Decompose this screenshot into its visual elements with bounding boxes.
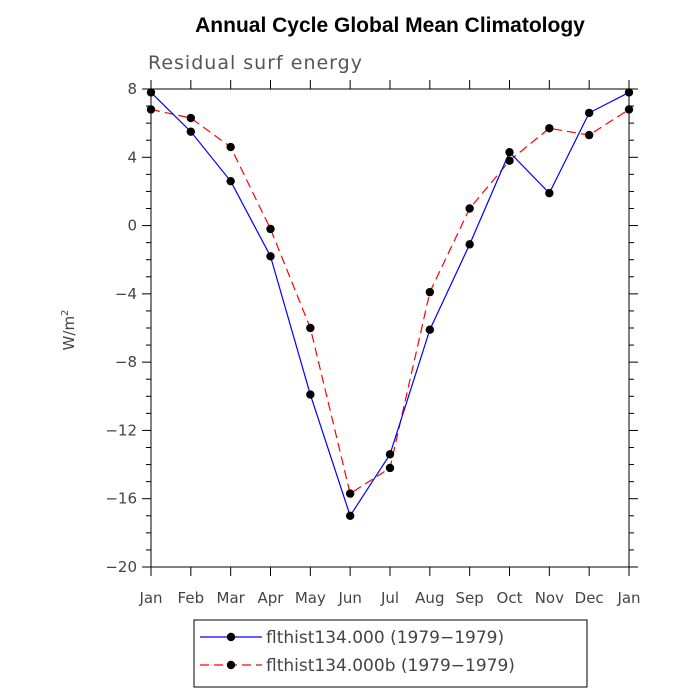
data-point-series-2: [226, 142, 235, 152]
data-point-series-1: [345, 511, 355, 520]
y-tick-label: −20: [105, 558, 137, 576]
data-point-series-1: [465, 240, 474, 249]
y-tick-label: −8: [115, 353, 137, 371]
data-point-series-2: [505, 156, 514, 165]
series-layer: [146, 88, 634, 520]
y-tick-label: −12: [105, 421, 137, 439]
data-point-series-2: [345, 489, 355, 498]
x-tick-label: Jul: [380, 589, 399, 607]
data-point-series-1: [584, 108, 594, 118]
data-point-series-1: [385, 450, 395, 459]
data-point-series-2: [425, 287, 435, 297]
y-axis-label-superscript: 2: [60, 310, 71, 316]
plot-frame: [150, 88, 630, 568]
data-point-series-2: [266, 224, 275, 234]
y-axis-label-base: W/m: [60, 316, 78, 351]
x-tick-label: Jun: [337, 589, 361, 607]
x-tick-label: Aug: [415, 589, 444, 607]
chart-subtitle: Residual surf energy: [148, 52, 363, 74]
data-point-series-2: [465, 204, 474, 213]
data-point-series-2: [545, 124, 554, 133]
data-point-series-1: [266, 252, 275, 261]
x-tick-label: Mar: [217, 589, 246, 607]
data-point-series-1: [186, 127, 196, 136]
data-point-series-2: [584, 130, 594, 140]
y-tick-label: −4: [115, 285, 137, 303]
x-tick-labels: Jan Feb Mar Apr May Jun Jul Aug Sep Oct Nov Dec Jan: [138, 589, 640, 607]
x-tick-label: May: [295, 589, 326, 607]
data-point-series-2: [186, 113, 196, 123]
legend-box: [193, 619, 588, 688]
legend-marker-2: [226, 660, 236, 670]
x-tick-label: Dec: [575, 589, 604, 607]
y-axis-label: W/m2: [60, 310, 78, 351]
x-tick-label: Feb: [178, 589, 205, 607]
y-tick-label: 8: [127, 80, 137, 98]
data-point-series-2: [385, 463, 395, 473]
data-point-series-1: [505, 147, 514, 157]
data-point-series-1: [425, 325, 435, 334]
legend-marker-1: [226, 632, 236, 642]
x-tick-label: Oct: [497, 589, 523, 607]
data-point-series-2: [306, 323, 315, 333]
data-point-series-1: [226, 176, 235, 186]
data-point-series-1: [306, 390, 315, 399]
x-tick-label: Nov: [535, 589, 564, 607]
y-tick-label: −16: [105, 490, 137, 508]
y-tick-labels: −20 −16 −12 −8 −4 0 4 8: [105, 80, 137, 576]
axis-ticks: [142, 80, 638, 576]
x-tick-label: Jan: [616, 589, 640, 607]
x-tick-label: Jan: [138, 589, 162, 607]
legend-label-1: flthist134.000 (1979−1979): [266, 628, 504, 648]
y-tick-label: 4: [127, 148, 137, 166]
chart-title: Annual Cycle Global Mean Climatology: [195, 14, 585, 37]
series-line-2: [150, 108, 630, 495]
data-point-series-1: [545, 188, 554, 198]
x-tick-label: Apr: [258, 589, 285, 607]
y-tick-label: 0: [127, 217, 137, 235]
legend-label-2: flthist134.000b (1979−1979): [266, 656, 515, 676]
legend: flthist134.000 (1979−1979) flthist134.000…: [193, 619, 588, 688]
x-tick-label: Sep: [456, 589, 484, 607]
